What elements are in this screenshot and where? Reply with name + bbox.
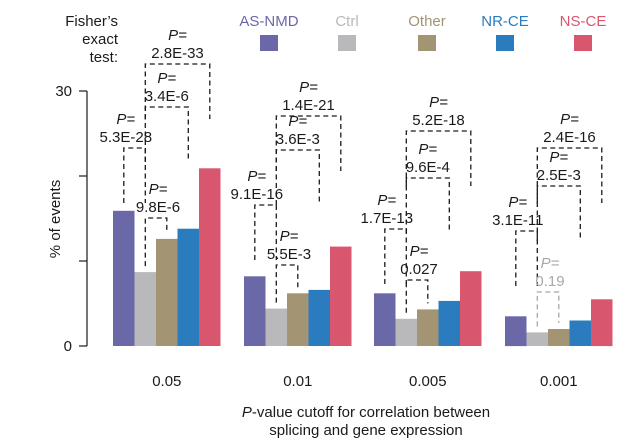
significance-brackets: P=5.3E-28P=9.8E-6P=3.4E-6P=2.8E-33P=9.1E… <box>100 27 603 327</box>
comparison-0-01-as-nmd-vs-ctrl-p-label: P= <box>247 168 266 185</box>
legend-title-line-3: test: <box>90 49 118 66</box>
comparison-0-01-ctrl-vs-nr-ce-p-label: P= <box>288 113 307 130</box>
comparison-0-05-ctrl-vs-ns-ce-p-label: P= <box>168 27 187 44</box>
bar-ctrl-0-001 <box>526 332 548 346</box>
comparison-0-001-as-nmd-vs-ctrl-bracket <box>515 230 538 286</box>
x-axis-title-rest: -value cutoff for correlation between <box>252 404 490 421</box>
comparison-0-005-ctrl-vs-ns-ce-p-value: 5.2E-18 <box>412 112 465 129</box>
y-tick-labels: 0 30 <box>55 83 72 355</box>
bar-nr-ce-0-01 <box>308 289 330 346</box>
comparison-0-05-as-nmd-vs-ctrl-p-label: P= <box>116 111 135 128</box>
legend-swatch-ns-ce <box>574 35 592 51</box>
comparison-0-005-ctrl-vs-other-p-value: 0.027 <box>400 261 438 278</box>
comparison-0-005-ctrl-vs-other-p-label: P= <box>410 243 429 260</box>
comparison-0-05-ctrl-vs-nr-ce-p-value: 3.4E-6 <box>145 88 189 105</box>
x-axis-title-p: P <box>242 404 252 421</box>
comparison-0-05-ctrl-vs-other-bracket <box>144 217 168 267</box>
comparison-0-05-as-nmd-vs-ctrl-bracket <box>123 147 146 203</box>
x-tick-label-0-005: 0.005 <box>409 373 447 390</box>
bar-as-nmd-0-05 <box>113 210 135 346</box>
comparison-0-005-as-nmd-vs-ctrl-p-value: 1.7E-13 <box>361 210 414 227</box>
y-tick-label-30: 30 <box>55 83 72 100</box>
bars <box>113 168 613 347</box>
comparison-0-05-as-nmd-vs-ctrl-p-value: 5.3E-28 <box>100 129 153 146</box>
legend-label-ns-ce: NS-CE <box>560 13 607 30</box>
legend-swatch-other <box>418 35 436 51</box>
comparison-0-001-ctrl-vs-nr-ce-bracket <box>536 185 581 241</box>
legend-label-nr-ce: NR-CE <box>481 13 529 30</box>
comparison-0-01-ctrl-vs-other-bracket <box>275 264 299 303</box>
y-tick-label-0: 0 <box>64 338 72 355</box>
comparison-0-005-ctrl-vs-nr-ce-p-value: 9.6E-4 <box>406 159 450 176</box>
comparison-0-001-ctrl-vs-ns-ce-p-label: P= <box>560 111 579 128</box>
x-axis-title-line-1: P-value cutoff for correlation between <box>242 404 490 421</box>
x-tick-label-0-01: 0.01 <box>283 373 312 390</box>
bar-other-0-005 <box>417 309 439 346</box>
comparison-0-001-ctrl-vs-nr-ce-p-value: 2.5E-3 <box>537 167 581 184</box>
bar-as-nmd-0-005 <box>374 293 396 346</box>
comparison-0-005-as-nmd-vs-ctrl-bracket <box>384 228 407 284</box>
comparison-0-01-ctrl-vs-other-p-value: 5.5E-3 <box>267 246 311 263</box>
comparison-0-01-ctrl-vs-nr-ce-p-value: 3.6E-3 <box>276 131 320 148</box>
comparison-0-001-ctrl-vs-other-p-value: 0.19 <box>535 273 564 290</box>
comparison-0-001-as-nmd-vs-ctrl-p-label: P= <box>508 194 527 211</box>
bar-ctrl-0-01 <box>265 308 287 346</box>
comparison-0-01-ctrl-vs-other-p-label: P= <box>280 228 299 245</box>
bar-nr-ce-0-001 <box>569 320 591 346</box>
comparison-0-05-ctrl-vs-nr-ce-bracket <box>144 106 189 162</box>
comparison-0-05-ctrl-vs-ns-ce-p-value: 2.8E-33 <box>151 45 204 62</box>
comparison-0-005-ctrl-vs-other-bracket <box>405 279 429 313</box>
comparison-0-05-ctrl-vs-other-p-value: 9.8E-6 <box>136 199 180 216</box>
legend-swatch-nr-ce <box>496 35 514 51</box>
bar-ctrl-0-005 <box>395 318 417 346</box>
comparison-0-05-ctrl-vs-other-p-label: P= <box>149 181 168 198</box>
comparison-0-001-ctrl-vs-other-p-label: P= <box>541 255 560 272</box>
legend-label-ctrl: Ctrl <box>335 13 358 30</box>
bar-other-0-01 <box>287 293 309 346</box>
bar-other-0-05 <box>156 238 178 346</box>
x-tick-label-0-001: 0.001 <box>540 373 578 390</box>
comparison-0-001-ctrl-vs-nr-ce-p-label: P= <box>549 149 568 166</box>
comparison-0-01-as-nmd-vs-ctrl-bracket <box>254 204 277 260</box>
x-tick-label-0-05: 0.05 <box>152 373 181 390</box>
bar-ns-ce-0-005 <box>460 271 482 346</box>
comparison-0-05-ctrl-vs-nr-ce-p-label: P= <box>157 70 176 87</box>
comparison-0-01-as-nmd-vs-ctrl-p-value: 9.1E-16 <box>231 186 284 203</box>
legend: Fisher’s exact test: AS-NMD Ctrl Other NR-C… <box>65 13 606 66</box>
bar-as-nmd-0-01 <box>244 276 266 346</box>
bar-nr-ce-0-005 <box>438 300 460 346</box>
y-axis-title: % of events <box>47 180 64 258</box>
comparison-0-005-ctrl-vs-nr-ce-p-label: P= <box>418 141 437 158</box>
comparison-0-005-ctrl-vs-ns-ce-p-label: P= <box>429 94 448 111</box>
bar-ns-ce-0-001 <box>591 299 613 347</box>
x-tick-labels: 0.05 0.01 0.005 0.001 <box>152 373 577 390</box>
comparison-0-001-ctrl-vs-ns-ce-bracket <box>536 147 603 203</box>
legend-swatch-as-nmd <box>260 35 278 51</box>
legend-title-line-2: exact <box>82 31 119 48</box>
bar-ns-ce-0-05 <box>199 168 221 346</box>
legend-label-as-nmd: AS-NMD <box>239 13 298 30</box>
comparison-0-01-ctrl-vs-ns-ce-p-value: 1.4E-21 <box>282 97 335 114</box>
bar-nr-ce-0-05 <box>177 228 199 346</box>
bar-ctrl-0-05 <box>134 272 156 346</box>
comparison-0-001-ctrl-vs-ns-ce-p-value: 2.4E-16 <box>543 129 596 146</box>
bar-ns-ce-0-01 <box>330 246 352 346</box>
legend-swatch-ctrl <box>338 35 356 51</box>
legend-label-other: Other <box>408 13 446 30</box>
axes: % of events P-value cutoff for correlati… <box>47 90 490 439</box>
comparison-0-005-ctrl-vs-nr-ce-bracket <box>405 177 450 233</box>
comparison-0-001-ctrl-vs-other-bracket <box>536 291 560 327</box>
comparison-0-01-ctrl-vs-nr-ce-bracket <box>275 149 320 205</box>
comparison-0-005-ctrl-vs-ns-ce-bracket <box>405 130 472 186</box>
x-axis-title-line-2: splicing and gene expression <box>269 422 462 439</box>
comparison-0-005-as-nmd-vs-ctrl-p-label: P= <box>377 192 396 209</box>
legend-title-line-1: Fisher’s <box>65 13 118 30</box>
comparison-0-01-ctrl-vs-ns-ce-p-label: P= <box>299 79 318 96</box>
comparison-0-001-as-nmd-vs-ctrl-p-value: 3.1E-11 <box>492 212 543 229</box>
bar-other-0-001 <box>548 329 570 346</box>
bar-as-nmd-0-001 <box>505 316 527 347</box>
comparison-0-01-ctrl-vs-ns-ce-bracket <box>275 115 342 171</box>
comparison-0-05-ctrl-vs-ns-ce-bracket <box>144 63 211 119</box>
